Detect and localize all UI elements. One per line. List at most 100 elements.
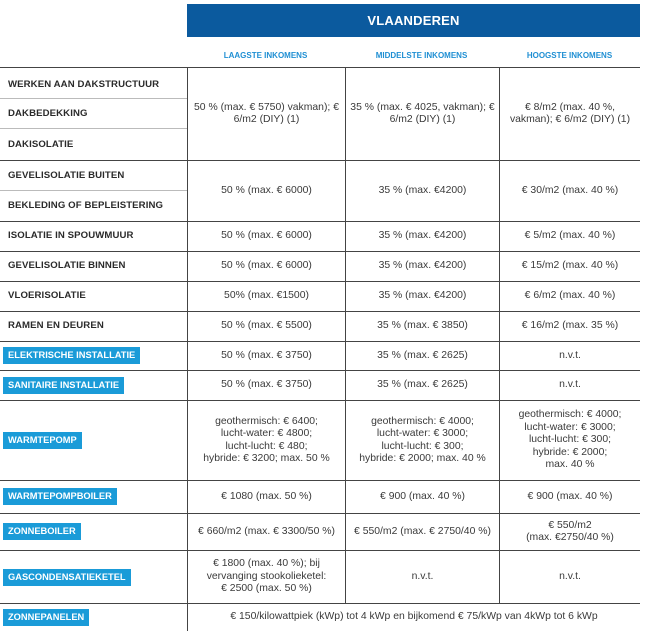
column-header-highest-income: HOOGSTE INKOMENS — [526, 50, 613, 60]
row-label-ramen-en-deuren: RAMEN EN DEUREN — [8, 320, 104, 331]
cell-line: n.v.t. — [559, 570, 581, 582]
table-row-floor: VLOERISOLATIE 50% (max. €1500) 35 % (max… — [0, 282, 640, 311]
cell-value: 50 % (max. € 3750) — [187, 342, 345, 370]
column-header-lowest-income: LAAGSTE INKOMENS — [223, 50, 308, 60]
cell-value: 50 % (max. € 3750) — [187, 371, 345, 400]
cell-value: 35 % (max. €4200) — [345, 282, 499, 311]
table-row-windows: RAMEN EN DEUREN 50 % (max. € 5500) 35 % … — [0, 312, 640, 341]
row-label-werken-aan-dakstructuur: WERKEN AAN DAKSTRUCTUUR — [8, 79, 160, 90]
cell-value: geothermisch: € 4000; lucht-water: € 300… — [345, 401, 499, 480]
cell-value: 50 % (max. € 6000) — [187, 222, 345, 251]
table-row-roof: WERKEN AAN DAKSTRUCTUUR DAKBEDEKKING DAK… — [0, 68, 640, 160]
row-badge-zonneboiler: ZONNEBOILER — [3, 523, 81, 540]
cell-value: geothermisch: € 4000; lucht-water: € 300… — [499, 401, 640, 480]
cell-value: € 660/m2 (max. € 3300/50 %) — [187, 514, 345, 550]
cell-value: € 1800 (max. 40 %); bij vervanging stook… — [187, 551, 345, 603]
row-divider — [0, 550, 640, 551]
table-row-solar-panels: ZONNEPANELEN € 150/kilowattpiek (kWp) to… — [0, 604, 640, 631]
row-label-bekleding: BEKLEDING OF BEPLEISTERING — [8, 200, 164, 211]
cell-line: geothermisch: € 4000; — [371, 415, 474, 427]
table-row-gas-boiler: GASCONDENSATIEKETEL € 1800 (max. 40 %); … — [0, 551, 640, 603]
cell-line: hybride: € 2000; max. 40 % — [359, 453, 486, 464]
cell-line: vervanging stookolieketel: — [206, 570, 327, 582]
cell-value: 50 % (max. € 6000) — [187, 161, 345, 221]
cell-line: € 1800 (max. 40 %); bij — [213, 558, 320, 570]
cell-line: lucht-water: € 4800; — [220, 428, 313, 439]
cell-value: 50 % (max. € 5750) vakman); € 6/m2 (DIY)… — [187, 68, 345, 160]
cell-value: n.v.t. — [499, 342, 640, 370]
cell-line: € 660/m2 (max. € 3300/50 %) — [198, 525, 335, 537]
row-badge-gascondensatieketel: GASCONDENSATIEKETEL — [3, 569, 131, 586]
table-top-border — [0, 67, 640, 68]
cell-value: € 30/m2 (max. 40 %) — [499, 161, 640, 221]
table-row-cavity-wall: ISOLATIE IN SPOUWMUUR 50 % (max. € 6000)… — [0, 222, 640, 251]
row-divider — [0, 221, 640, 222]
cell-line: lucht-lucht: € 480; — [225, 440, 308, 452]
cell-value: € 6/m2 (max. 40 %) — [499, 282, 640, 311]
cell-line: lucht-lucht: € 300; — [381, 440, 464, 452]
row-divider — [0, 281, 640, 282]
row-label-gevelisolatie-binnen: GEVELISOLATIE BINNEN — [8, 260, 126, 271]
cell-value: € 16/m2 (max. 35 %) — [499, 312, 640, 341]
cell-value: € 550/m2 (max. €2750/40 %) — [499, 514, 640, 550]
cell-line: lucht-water: € 3000; — [524, 421, 616, 433]
row-divider — [0, 370, 640, 371]
cell-value-span: € 150/kilowattpiek (kWp) tot 4 kWp en bi… — [187, 604, 640, 631]
row-badge-zonnepanelen: ZONNEPANELEN — [3, 609, 90, 626]
cell-value: 35 % (max. € 3850) — [345, 312, 499, 341]
region-header: VLAANDEREN — [187, 4, 640, 37]
cell-value: 35 % (max. €4200) — [345, 252, 499, 281]
row-label-dakbedekking: DAKBEDEKKING — [8, 108, 88, 119]
cell-line: max. 40 % — [545, 459, 595, 471]
table-row-solar-boiler: ZONNEBOILER € 660/m2 (max. € 3300/50 %) … — [0, 514, 640, 550]
row-badge-sanitaire-installatie: SANITAIRE INSTALLATIE — [3, 377, 125, 394]
cell-value: 50% (max. €1500) — [187, 282, 345, 311]
cell-value: 35 % (max. € 2625) — [345, 342, 499, 370]
cell-line: geothermisch: € 6400; — [215, 415, 318, 427]
cell-value: 35 % (max. €4200) — [345, 222, 499, 251]
row-divider — [0, 251, 640, 252]
cell-value: € 15/m2 (max. 40 %) — [499, 252, 640, 281]
row-divider — [0, 160, 640, 161]
cell-line: € 550/m2 (max. € 2750/40 %) — [354, 525, 491, 537]
cell-value: € 550/m2 (max. € 2750/40 %) — [345, 514, 499, 550]
row-label-gevelisolatie-buiten: GEVELISOLATIE BUITEN — [8, 170, 125, 181]
row-divider — [0, 311, 640, 312]
cell-line: lucht-lucht: € 300; — [528, 434, 611, 446]
row-badge-warmtepomp: WARMTEPOMP — [3, 432, 82, 449]
cell-value: 50 % (max. € 6000) — [187, 252, 345, 281]
table-row-electrical: ELEKTRISCHE INSTALLATIE 50 % (max. € 375… — [0, 342, 640, 370]
cell-line: hybride: € 3200; max. 50 % — [203, 453, 330, 464]
row-badge-warmtepompboiler: WARMTEPOMPBOILER — [3, 488, 117, 505]
cell-value: € 5/m2 (max. 40 %) — [499, 222, 640, 251]
table-row-facade-inside: GEVELISOLATIE BINNEN 50 % (max. € 6000) … — [0, 252, 640, 281]
cell-value: n.v.t. — [499, 371, 640, 400]
cell-value: 50 % (max. € 5500) — [187, 312, 345, 341]
row-divider — [0, 480, 640, 481]
cell-value: 35 % (max. € 4025, vakman); € 6/m2 (DIY)… — [345, 68, 499, 160]
cell-value: € 900 (max. 40 %) — [499, 481, 640, 513]
cell-value: geothermisch: € 6400; lucht-water: € 480… — [187, 401, 345, 480]
row-divider — [0, 341, 640, 342]
row-divider — [0, 603, 640, 604]
cell-value: € 900 (max. 40 %) — [345, 481, 499, 513]
cell-value: 35 % (max. €4200) — [345, 161, 499, 221]
cell-line: hybride: € 2000; — [532, 446, 608, 458]
label-divider — [0, 128, 187, 129]
row-label-dakisolatie: DAKISOLATIE — [8, 139, 74, 150]
cell-line: € 2500 (max. 50 %) — [221, 583, 312, 595]
table-row-heat-pump-boiler: WARMTEPOMPBOILER € 1080 (max. 50 %) € 90… — [0, 481, 640, 513]
label-divider — [0, 190, 187, 191]
table-row-heat-pump: WARMTEPOMP geothermisch: € 6400; lucht-w… — [0, 401, 640, 480]
cell-line: lucht-water: € 3000; — [376, 428, 469, 439]
cell-value: € 1080 (max. 50 %) — [187, 481, 345, 513]
row-divider — [0, 400, 640, 401]
cell-value: n.v.t. — [499, 551, 640, 603]
cell-line: (max. €2750/40 %) — [526, 532, 614, 543]
cell-value: € 8/m2 (max. 40 %, vakman); € 6/m2 (DIY)… — [499, 68, 640, 160]
table-row-sanitary: SANITAIRE INSTALLATIE 50 % (max. € 3750)… — [0, 371, 640, 400]
table-row-facade-outside: GEVELISOLATIE BUITEN BEKLEDING OF BEPLEI… — [0, 161, 640, 221]
row-label-spouwmuur: ISOLATIE IN SPOUWMUUR — [8, 230, 134, 241]
label-divider — [0, 98, 187, 99]
cell-line: n.v.t. — [411, 570, 434, 582]
